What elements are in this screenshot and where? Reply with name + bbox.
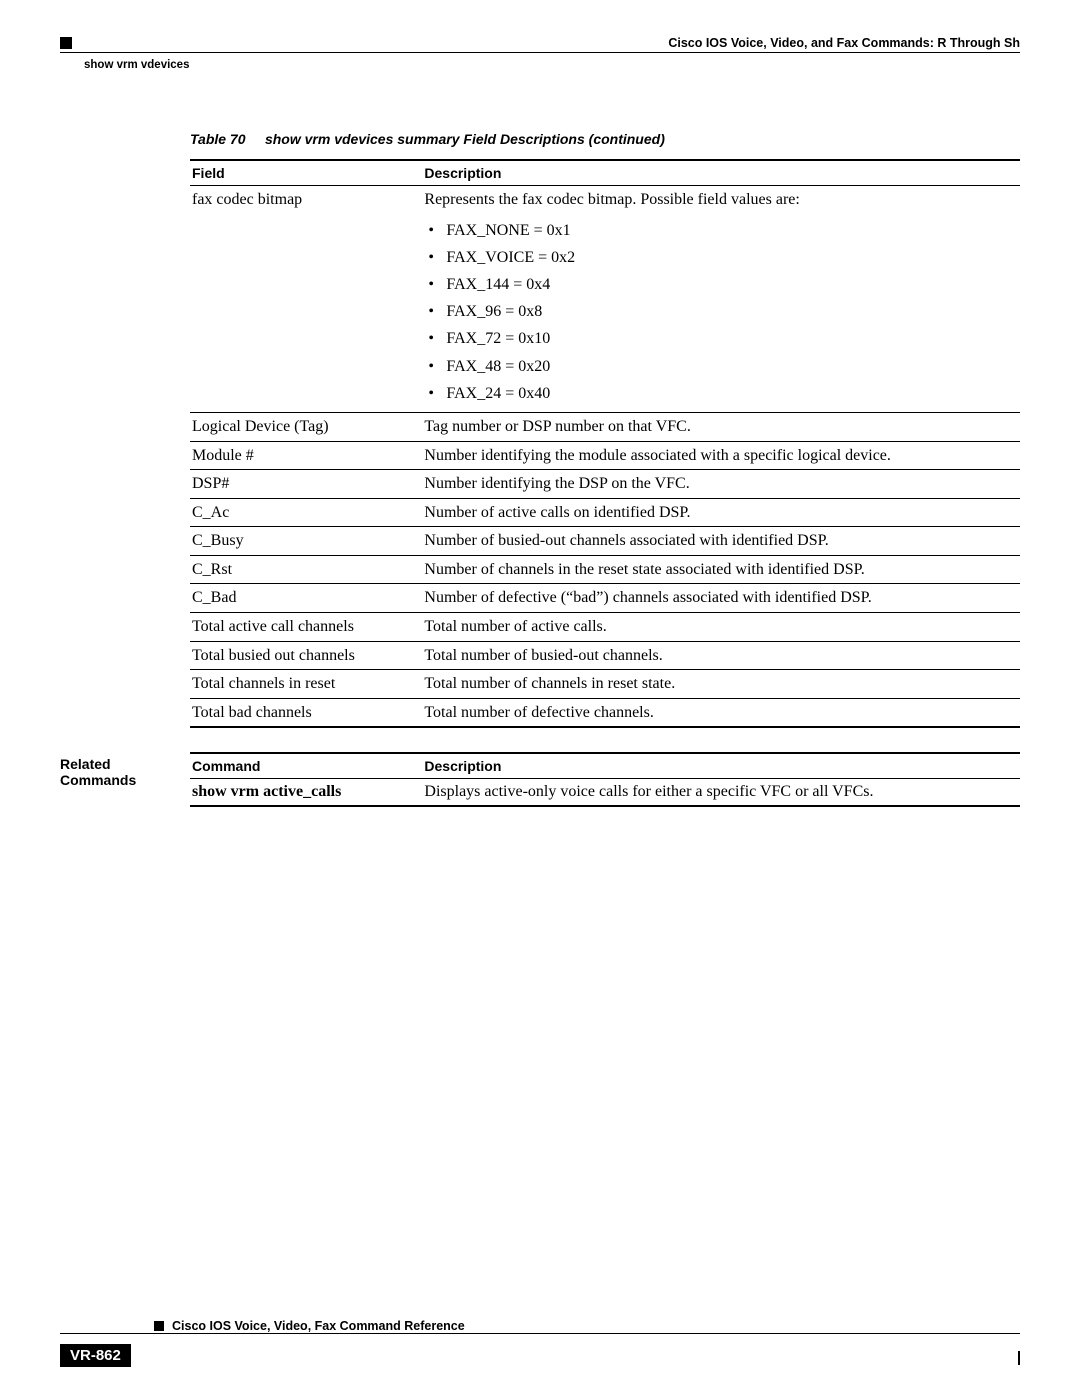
table-row: show vrm active_callsDisplays active-onl… <box>190 779 1020 807</box>
footer-book-line: Cisco IOS Voice, Video, Fax Command Refe… <box>154 1319 1020 1333</box>
cell-description: Number of defective (“bad”) channels ass… <box>422 584 1020 613</box>
cell-description: Total number of channels in reset state. <box>422 670 1020 699</box>
th-command: Command <box>190 753 422 779</box>
cell-field: C_Rst <box>190 555 422 584</box>
th-desc: Description <box>422 160 1020 186</box>
cell-field: Module # <box>190 441 422 470</box>
table-row: Module #Number identifying the module as… <box>190 441 1020 470</box>
cell-description: Number identifying the module associated… <box>422 441 1020 470</box>
cell-field: C_Ac <box>190 498 422 527</box>
cell-description: Total number of active calls. <box>422 613 1020 642</box>
cell-field: Total bad channels <box>190 698 422 727</box>
cell-description: Number of active calls on identified DSP… <box>422 498 1020 527</box>
running-header: Cisco IOS Voice, Video, and Fax Commands… <box>60 36 1020 50</box>
chapter-title: Cisco IOS Voice, Video, and Fax Commands… <box>668 36 1020 50</box>
table-row: DSP#Number identifying the DSP on the VF… <box>190 470 1020 499</box>
bullet-item: FAX_NONE = 0x1 <box>424 217 1014 244</box>
table-row: Total busied out channelsTotal number of… <box>190 641 1020 670</box>
desc-intro: Represents the fax codec bitmap. Possibl… <box>424 189 1014 211</box>
cell-field: C_Busy <box>190 527 422 556</box>
table-number: Table 70 <box>190 131 246 147</box>
table-row: Logical Device (Tag)Tag number or DSP nu… <box>190 412 1020 441</box>
field-desc-table: Field Description fax codec bitmapRepres… <box>190 159 1020 728</box>
cell-field: Total busied out channels <box>190 641 422 670</box>
table-row: fax codec bitmapRepresents the fax codec… <box>190 186 1020 413</box>
bullet-item: FAX_VOICE = 0x2 <box>424 244 1014 271</box>
table-row: Total active call channelsTotal number o… <box>190 613 1020 642</box>
page-number-badge: VR-862 <box>60 1344 131 1367</box>
header-left <box>60 37 72 49</box>
related-commands-block: Related Commands Command Description sho… <box>190 752 1020 807</box>
table-row: C_BusyNumber of busied-out channels asso… <box>190 527 1020 556</box>
footer-tick-icon <box>1018 1351 1020 1365</box>
bullet-list: FAX_NONE = 0x1FAX_VOICE = 0x2FAX_144 = 0… <box>424 217 1014 407</box>
table-title: show vrm vdevices summary Field Descript… <box>265 131 665 147</box>
bullet-item: FAX_48 = 0x20 <box>424 353 1014 380</box>
bullet-item: FAX_72 = 0x10 <box>424 325 1014 352</box>
square-icon <box>154 1321 164 1331</box>
table-row: C_RstNumber of channels in the reset sta… <box>190 555 1020 584</box>
cell-description: Number of channels in the reset state as… <box>422 555 1020 584</box>
related-commands-label: Related Commands <box>60 752 190 788</box>
th-field: Field <box>190 160 422 186</box>
bullet-item: FAX_144 = 0x4 <box>424 271 1014 298</box>
page-footer: Cisco IOS Voice, Video, Fax Command Refe… <box>60 1319 1020 1367</box>
cell-field: Total channels in reset <box>190 670 422 699</box>
cell-description: Number of busied-out channels associated… <box>422 527 1020 556</box>
cell-field: C_Bad <box>190 584 422 613</box>
cell-field: Total active call channels <box>190 613 422 642</box>
content-block: Table 70 show vrm vdevices summary Field… <box>190 131 1020 807</box>
cell-field: Logical Device (Tag) <box>190 412 422 441</box>
footer-book-title: Cisco IOS Voice, Video, Fax Command Refe… <box>172 1319 465 1333</box>
cell-description: Represents the fax codec bitmap. Possibl… <box>422 186 1020 413</box>
table-row: C_BadNumber of defective (“bad”) channel… <box>190 584 1020 613</box>
footer-rule <box>60 1333 1020 1334</box>
command-heading: show vrm vdevices <box>84 59 1020 71</box>
table-caption: Table 70 show vrm vdevices summary Field… <box>190 131 1020 147</box>
related-commands-table: Command Description show vrm active_call… <box>190 752 1020 807</box>
cell-description: Displays active-only voice calls for eit… <box>422 779 1020 807</box>
cell-command: show vrm active_calls <box>190 779 422 807</box>
page: Cisco IOS Voice, Video, and Fax Commands… <box>0 0 1080 1397</box>
cell-description: Number identifying the DSP on the VFC. <box>422 470 1020 499</box>
square-icon <box>60 37 72 49</box>
table-row: Total bad channelsTotal number of defect… <box>190 698 1020 727</box>
th-cmd-desc: Description <box>422 753 1020 779</box>
header-rule <box>60 52 1020 53</box>
cell-description: Total number of busied-out channels. <box>422 641 1020 670</box>
cell-description: Total number of defective channels. <box>422 698 1020 727</box>
cell-field: fax codec bitmap <box>190 186 422 413</box>
cell-field: DSP# <box>190 470 422 499</box>
cell-description: Tag number or DSP number on that VFC. <box>422 412 1020 441</box>
bullet-item: FAX_96 = 0x8 <box>424 298 1014 325</box>
table-row: C_AcNumber of active calls on identified… <box>190 498 1020 527</box>
table-row: Total channels in resetTotal number of c… <box>190 670 1020 699</box>
bullet-item: FAX_24 = 0x40 <box>424 380 1014 407</box>
